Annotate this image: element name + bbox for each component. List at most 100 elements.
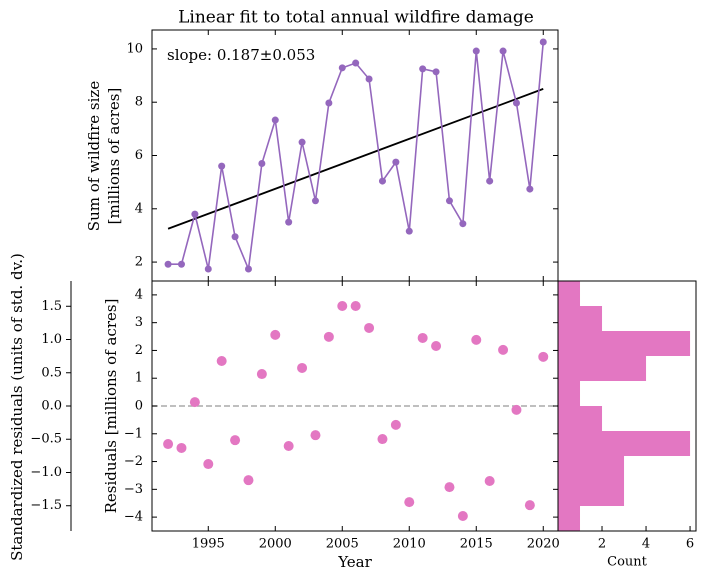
data-point	[311, 197, 319, 205]
data-point	[404, 497, 415, 508]
data-point	[499, 47, 507, 55]
y-axis-label: Sum of wildfire size	[85, 81, 103, 232]
x-tick-label: 6	[686, 537, 694, 552]
data-point	[459, 220, 467, 228]
data-point	[390, 419, 401, 430]
histogram-bar	[558, 481, 625, 506]
y-tick-label: 2	[135, 343, 143, 358]
x-tick-label: 2010	[393, 537, 426, 552]
y-tick-label: −1	[124, 426, 143, 441]
data-point	[471, 334, 482, 345]
data-point	[524, 500, 535, 511]
x-tick-label: 4	[642, 537, 650, 552]
data-point	[498, 344, 509, 355]
y-tick-label: 3	[135, 315, 143, 330]
data-point	[216, 356, 227, 366]
x-tick-label: 1995	[192, 537, 225, 552]
data-point	[244, 265, 252, 273]
y-tick-label: −2	[124, 454, 143, 469]
data-point	[511, 404, 522, 415]
data-point	[419, 65, 427, 73]
data-point	[256, 369, 267, 380]
y2-tick-label: −1.0	[30, 465, 62, 480]
data-point	[323, 331, 334, 342]
data-point	[484, 476, 495, 486]
histogram-bar	[558, 506, 581, 531]
y-tick-label: 1	[135, 371, 143, 386]
histogram-bar	[558, 356, 647, 381]
y-axis-label: Residuals [millions of acres]	[102, 299, 120, 514]
histogram-bar	[558, 406, 603, 431]
data-point	[231, 233, 239, 241]
histogram-bar	[558, 381, 581, 406]
data-point	[417, 332, 428, 343]
data-point	[486, 177, 494, 185]
x-tick-label: 2000	[259, 537, 292, 552]
chart-title: Linear fit to total annual wildfire dama…	[178, 8, 534, 28]
data-point	[538, 351, 549, 362]
annotation: slope: 0.187±0.053	[167, 46, 315, 64]
data-point	[258, 159, 266, 167]
data-point	[163, 439, 174, 450]
data-point	[365, 75, 373, 83]
y-tick-label: 6	[135, 148, 143, 163]
data-point	[243, 475, 254, 486]
data-point	[392, 158, 400, 166]
data-point	[189, 397, 200, 408]
data-point	[378, 177, 386, 185]
y2-axis-label: Standardized residuals (units of std. dv…	[8, 253, 26, 561]
data-point	[432, 68, 440, 76]
histogram-bar	[558, 281, 581, 306]
y-tick-label: −4	[124, 510, 143, 525]
data-point	[526, 185, 534, 193]
data-point	[203, 459, 214, 470]
data-point	[298, 138, 306, 146]
data-point	[539, 38, 547, 46]
data-point	[472, 47, 480, 55]
x-tick-label: 2015	[460, 537, 493, 552]
y-tick-label: 4	[135, 201, 143, 216]
axes-frame	[557, 280, 697, 532]
data-point	[177, 260, 185, 268]
data-point	[191, 210, 199, 218]
histogram-bar	[558, 431, 691, 456]
data-point	[164, 260, 172, 268]
histogram-bar	[558, 306, 603, 331]
data-point	[297, 362, 308, 373]
y-axis-label: [millions of acres]	[105, 88, 123, 225]
data-point	[325, 99, 333, 107]
data-point	[444, 482, 455, 493]
data-point	[283, 441, 294, 451]
data-point	[218, 162, 226, 170]
y2-tick-label: 1.0	[41, 332, 62, 347]
y-tick-label: 8	[135, 95, 143, 110]
data-point	[176, 442, 187, 453]
data-point	[350, 301, 361, 311]
histogram-bar	[558, 331, 691, 356]
y2-tick-label: −0.5	[30, 432, 62, 447]
data-point	[445, 197, 453, 205]
data-point	[431, 341, 442, 351]
y-tick-label: 0	[135, 399, 143, 414]
x-tick-label: 2005	[326, 537, 359, 552]
fit-line	[167, 88, 544, 230]
x-axis-label: Count	[607, 555, 648, 570]
x-axis-label: Year	[337, 553, 372, 571]
y-tick-label: 4	[135, 287, 143, 302]
data-point	[230, 435, 241, 446]
data-point	[270, 329, 281, 340]
y-tick-label: 10	[126, 41, 143, 56]
data-point	[364, 322, 375, 333]
x-tick-label: 2	[598, 537, 606, 552]
y2-tick-label: −1.5	[30, 498, 62, 513]
data-point	[310, 430, 321, 441]
data-point	[285, 218, 293, 226]
data-point	[457, 511, 468, 521]
data-point	[271, 116, 279, 124]
y-tick-label: 2	[135, 255, 143, 270]
data-point	[405, 227, 413, 235]
data-point	[377, 434, 388, 445]
data-line	[168, 41, 545, 273]
y2-tick-label: 1.5	[41, 299, 62, 314]
y2-tick-label: 0.5	[41, 365, 62, 380]
